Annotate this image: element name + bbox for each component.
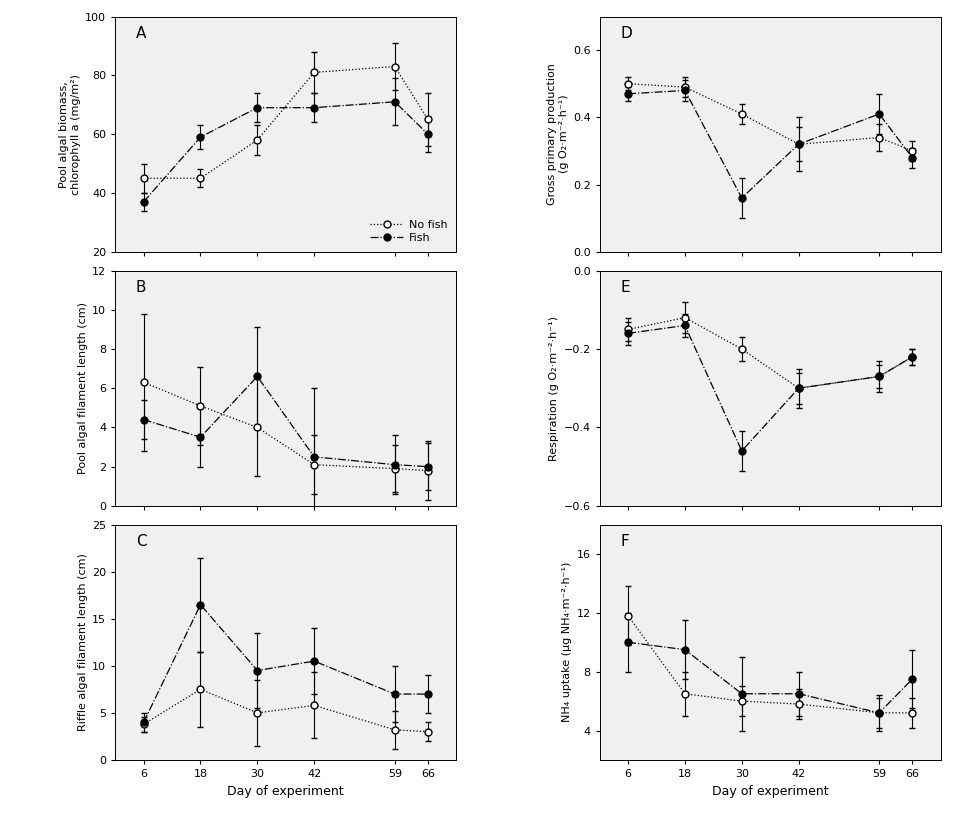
Y-axis label: Riffle algal filament length (cm): Riffle algal filament length (cm) bbox=[78, 553, 88, 731]
Legend: No fish, Fish: No fish, Fish bbox=[367, 216, 451, 246]
X-axis label: Day of experiment: Day of experiment bbox=[228, 785, 344, 798]
Y-axis label: NH₄ uptake (μg NH₄·m⁻²·h⁻¹): NH₄ uptake (μg NH₄·m⁻²·h⁻¹) bbox=[563, 563, 572, 723]
Y-axis label: Pool algal biomass,
chlorophyll a (mg/m²): Pool algal biomass, chlorophyll a (mg/m²… bbox=[60, 74, 81, 195]
Text: D: D bbox=[620, 26, 632, 41]
Y-axis label: Gross primary production
(g O₂·m⁻²·h⁻¹): Gross primary production (g O₂·m⁻²·h⁻¹) bbox=[547, 64, 568, 205]
Y-axis label: Pool algal filament length (cm): Pool algal filament length (cm) bbox=[78, 302, 88, 474]
Text: E: E bbox=[620, 280, 630, 295]
Text: C: C bbox=[135, 534, 146, 549]
Text: A: A bbox=[135, 26, 146, 41]
X-axis label: Day of experiment: Day of experiment bbox=[712, 785, 828, 798]
Y-axis label: Respiration (g O₂·m⁻²·h⁻¹): Respiration (g O₂·m⁻²·h⁻¹) bbox=[549, 316, 560, 461]
Text: B: B bbox=[135, 280, 146, 295]
Text: F: F bbox=[620, 534, 629, 549]
